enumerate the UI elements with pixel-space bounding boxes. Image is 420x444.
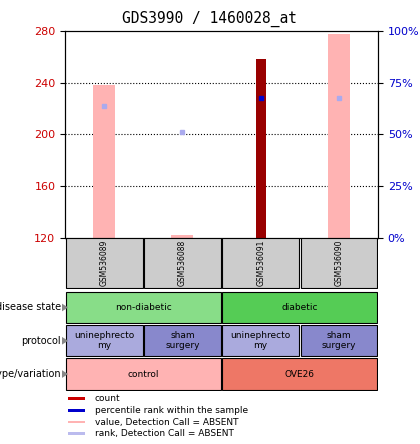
Text: uninephrecto
my: uninephrecto my [231,331,291,350]
Bar [68,409,85,412]
Text: OVE26: OVE26 [285,369,315,379]
Text: control: control [128,369,159,379]
Text: GDS3990 / 1460028_at: GDS3990 / 1460028_at [123,11,297,27]
Bar [66,238,142,288]
Text: GSM536088: GSM536088 [178,240,187,286]
Text: diabetic: diabetic [281,303,318,312]
Text: value, Detection Call = ABSENT: value, Detection Call = ABSENT [95,417,238,427]
Text: genotype/variation: genotype/variation [0,369,61,379]
Text: GSM536090: GSM536090 [334,240,344,286]
Bar [301,325,377,357]
Bar [171,235,193,238]
Bar [222,292,377,323]
Bar [328,34,350,238]
Bar [301,238,377,288]
Text: GSM536089: GSM536089 [100,240,109,286]
Bar [66,325,142,357]
Text: percentile rank within the sample: percentile rank within the sample [95,406,248,415]
Bar [144,238,221,288]
Text: uninephrecto
my: uninephrecto my [74,331,134,350]
Polygon shape [62,337,68,345]
Bar [68,421,85,424]
Bar [68,397,85,400]
Text: rank, Detection Call = ABSENT: rank, Detection Call = ABSENT [95,429,234,438]
Bar [222,238,299,288]
Bar [222,358,377,390]
Bar [93,85,115,238]
Text: count: count [95,394,121,403]
Bar [66,358,221,390]
Text: sham
surgery: sham surgery [322,331,356,350]
Bar [66,292,221,323]
Bar [144,325,221,357]
Bar [256,59,266,238]
Text: GSM536091: GSM536091 [256,240,265,286]
Text: non-diabetic: non-diabetic [115,303,172,312]
Polygon shape [62,370,68,378]
Bar [68,432,85,435]
Polygon shape [62,304,68,312]
Text: disease state: disease state [0,302,61,313]
Text: sham
surgery: sham surgery [165,331,200,350]
Bar [222,325,299,357]
Text: protocol: protocol [21,336,61,346]
